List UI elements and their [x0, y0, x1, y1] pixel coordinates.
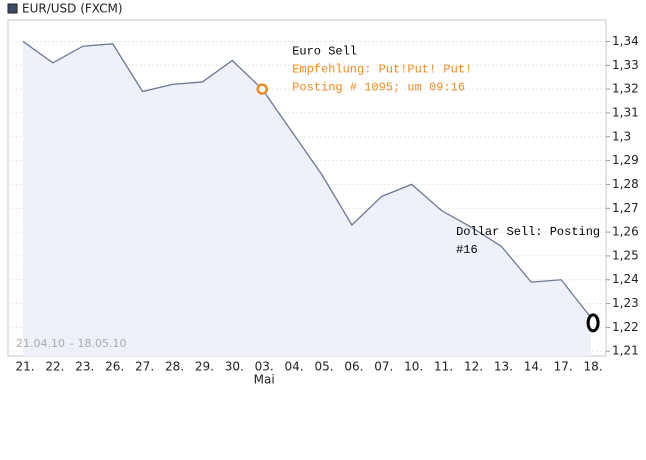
annotation-marker: [256, 83, 268, 95]
annotation-text: Dollar Sell: Posting: [456, 225, 600, 239]
x-tick-label: 12.: [464, 360, 483, 374]
x-tick-label: 14.: [524, 360, 543, 374]
y-tick-label: 1,24: [612, 272, 639, 286]
x-tick-label: 29.: [195, 360, 214, 374]
x-tick-label: 26.: [105, 360, 124, 374]
y-tick-label: 1,34: [612, 34, 639, 48]
annotation-text: Euro Sell: [292, 44, 357, 58]
x-tick-label: 18.: [584, 360, 603, 374]
annotation-text: Posting # 1095; um 09:16: [292, 80, 465, 94]
month-label: Mai: [254, 373, 275, 387]
x-tick-label: 23.: [75, 360, 94, 374]
x-tick-label: 27.: [135, 360, 154, 374]
x-tick-label: 13.: [494, 360, 513, 374]
y-tick-label: 1,32: [612, 82, 639, 96]
x-tick-label: 22.: [45, 360, 64, 374]
x-tick-label: 28.: [165, 360, 184, 374]
annotation-marker: [586, 313, 600, 333]
x-tick-label: 11.: [434, 360, 453, 374]
y-tick-label: 1,28: [612, 177, 639, 191]
annotation-text: Empfehlung: Put!Put! Put!: [292, 62, 472, 76]
x-tick-label: 30.: [225, 360, 244, 374]
x-tick-label: 07.: [374, 360, 393, 374]
y-tick-label: 1,33: [612, 58, 639, 72]
y-tick-label: 1,23: [612, 296, 639, 310]
y-tick-label: 1,22: [612, 320, 639, 334]
x-tick-label: 17.: [554, 360, 573, 374]
y-tick-label: 1,26: [612, 225, 639, 239]
title-icon: [7, 3, 18, 14]
chart-title: EUR/USD (FXCM): [22, 2, 123, 16]
x-tick-label: 06.: [344, 360, 363, 374]
line: [22, 40, 592, 319]
y-tick-label: 1,31: [612, 105, 639, 119]
y-tick-label: 1,3: [612, 129, 631, 143]
y-tick-label: 1,27: [612, 201, 639, 215]
date-range: 21.04.10 – 18.05.10: [16, 337, 126, 350]
y-tick-label: 1,21: [612, 344, 639, 358]
x-tick-label: 10.: [404, 360, 423, 374]
annotation-text: #16: [456, 243, 478, 257]
y-tick-label: 1,29: [612, 153, 639, 167]
x-tick-label: 03.: [255, 360, 274, 374]
x-tick-label: 04.: [285, 360, 304, 374]
x-tick-label: 05.: [314, 360, 333, 374]
area: [23, 41, 592, 356]
x-tick-label: 21.: [15, 360, 34, 374]
y-tick-label: 1,25: [612, 248, 639, 262]
